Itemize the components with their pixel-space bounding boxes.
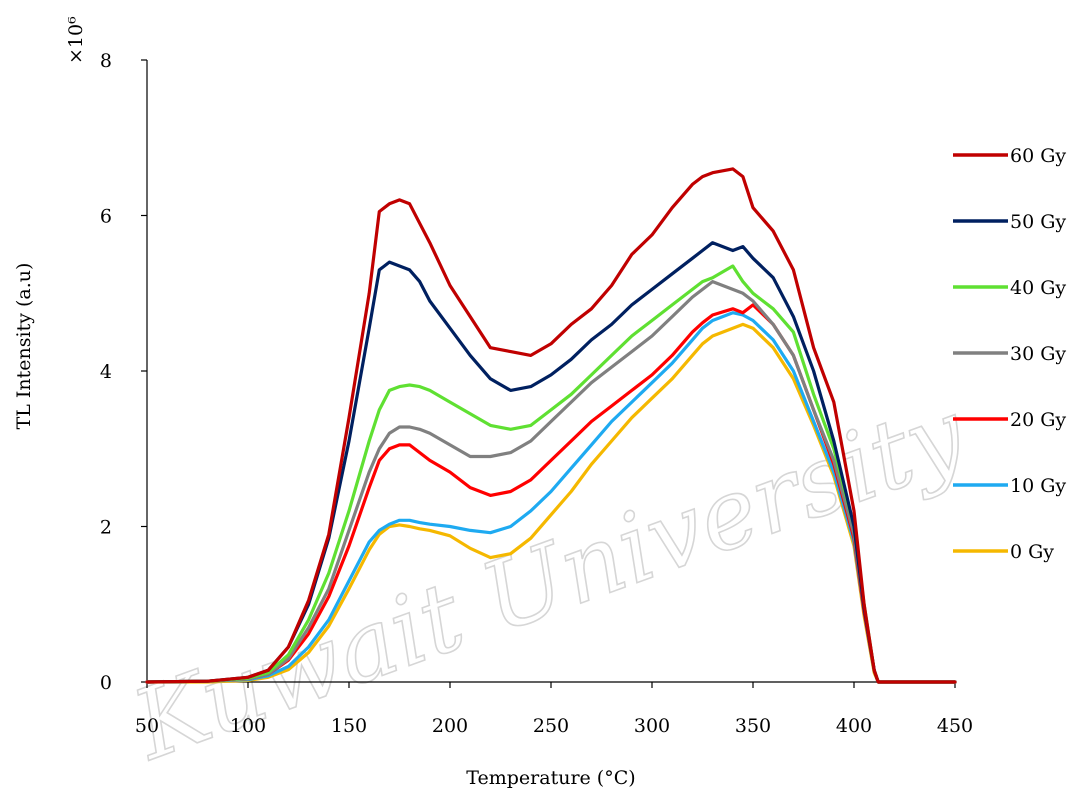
legend-label: 40 Gy xyxy=(1010,277,1066,299)
y-tick-label: 0 xyxy=(100,672,112,694)
x-tick-label: 150 xyxy=(331,715,367,737)
legend-label: 50 Gy xyxy=(1010,211,1066,233)
y-multiplier-label: ×10⁶ xyxy=(65,16,87,64)
legend-label: 10 Gy xyxy=(1010,475,1066,497)
x-tick-label: 100 xyxy=(230,715,266,737)
y-tick-label: 6 xyxy=(100,206,112,228)
x-tick-label: 450 xyxy=(937,715,973,737)
legend-label: 0 Gy xyxy=(1010,541,1054,563)
x-tick-label: 50 xyxy=(135,715,159,737)
series-line-50-gy xyxy=(145,241,957,684)
x-tick-label: 350 xyxy=(735,715,771,737)
x-axis-title: Temperature (°C) xyxy=(466,767,635,789)
y-tick-label: 2 xyxy=(100,517,112,539)
y-axis-title: TL Intensity (a.u) xyxy=(13,263,35,430)
y-tick-label: 4 xyxy=(100,361,112,383)
x-tick-label: 200 xyxy=(432,715,468,737)
series-line-40-gy xyxy=(145,264,957,684)
legend-label: 60 Gy xyxy=(1010,145,1066,167)
y-ticks: 0 2 4 6 8 xyxy=(100,50,147,694)
legend-label: 30 Gy xyxy=(1010,343,1066,365)
legend: 60 Gy 50 Gy 40 Gy 30 Gy 20 Gy 10 Gy 0 Gy xyxy=(953,145,1066,563)
x-tick-label: 400 xyxy=(836,715,872,737)
y-tick-label: 8 xyxy=(100,50,112,72)
x-tick-label: 300 xyxy=(634,715,670,737)
series-line-60-gy xyxy=(145,167,957,684)
series-lines xyxy=(145,167,957,684)
series-line-10-gy xyxy=(145,311,957,684)
series-line-30-gy xyxy=(145,280,957,684)
x-tick-label: 250 xyxy=(533,715,569,737)
legend-label: 20 Gy xyxy=(1010,409,1066,431)
x-ticks: 50 100 150 200 250 300 350 400 450 xyxy=(135,682,973,737)
